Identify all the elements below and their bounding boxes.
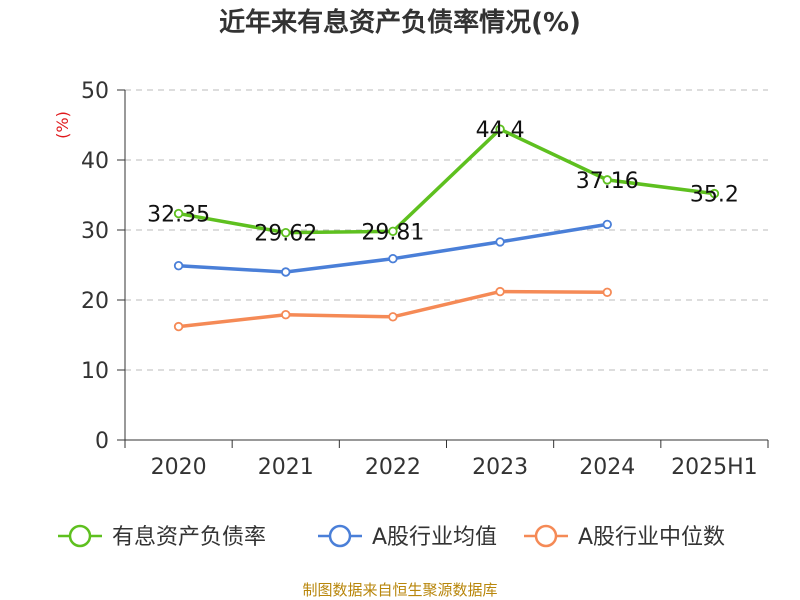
legend-marker-icon	[534, 524, 558, 548]
y-tick-label: 40	[81, 149, 109, 174]
legend: 有息资产负债率 A股行业均值 A股行业中位数	[58, 524, 725, 550]
data-point	[602, 219, 612, 230]
legend-marker-icon	[328, 524, 352, 548]
data-label: 44.4	[476, 118, 525, 143]
data-point	[388, 226, 398, 237]
data-label: 29.62	[254, 222, 317, 247]
y-tick-label: 30	[81, 219, 109, 244]
y-tick-label: 10	[81, 359, 109, 384]
data-labels: 32.35 29.62 29.81 44.4 37.16 35.2	[147, 118, 739, 246]
x-tick-label: 2023	[472, 455, 528, 480]
data-label: 32.35	[147, 203, 210, 228]
chart-title: 近年来有息资产负债率情况(%)	[219, 7, 581, 38]
data-point	[173, 321, 184, 332]
data-point	[495, 286, 505, 297]
data-point	[709, 188, 720, 199]
x-tick-label: 2021	[258, 455, 314, 480]
legend-label: A股行业均值	[372, 525, 497, 550]
data-point	[495, 124, 505, 134]
data-point	[281, 267, 291, 277]
x-tick-label: 2025H1	[671, 455, 758, 480]
data-point	[388, 312, 398, 322]
data-point	[388, 254, 398, 264]
data-point	[173, 261, 184, 271]
data-label: 35.2	[690, 183, 739, 208]
y-tick-label: 50	[81, 79, 109, 104]
y-tick-label: 0	[95, 429, 109, 454]
x-tick-label: 2020	[151, 455, 207, 480]
data-point	[281, 310, 291, 320]
data-point	[281, 227, 291, 238]
data-label: 37.16	[576, 169, 639, 194]
data-point	[173, 208, 184, 219]
series-lines	[173, 124, 720, 332]
series-line	[176, 127, 717, 235]
legend-marker-icon	[68, 524, 92, 548]
legend-label: 有息资产负债率	[112, 525, 266, 550]
x-tick-label: 2024	[579, 455, 635, 480]
y-tick-label: 20	[81, 289, 109, 314]
data-label: 29.81	[361, 220, 424, 245]
axes: 0 10 20 30 40 50 2020 2021 2022 2023 2024 2025H1	[81, 79, 769, 480]
data-point	[602, 287, 612, 297]
grid	[125, 89, 768, 371]
source-note: 制图数据来自恒生聚源数据库	[302, 581, 497, 599]
legend-label: A股行业中位数	[578, 525, 725, 550]
y-axis-label: (%)	[53, 111, 72, 139]
data-point	[602, 175, 612, 185]
x-tick-label: 2022	[365, 455, 421, 480]
data-point	[495, 237, 505, 247]
